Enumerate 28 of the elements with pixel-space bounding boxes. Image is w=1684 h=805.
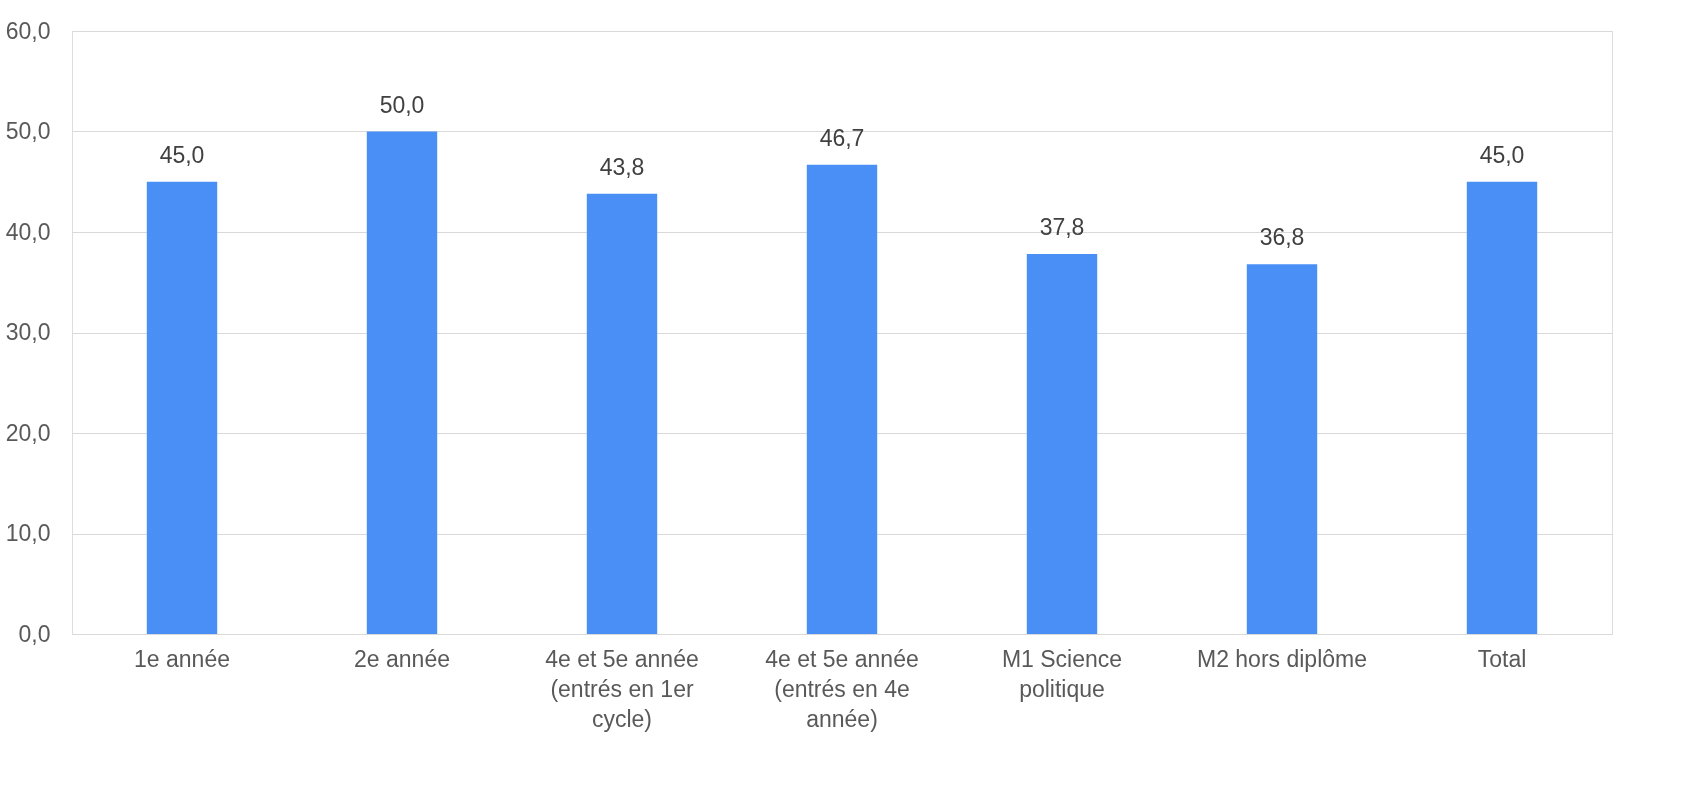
data-label: 50,0 — [379, 91, 425, 118]
y-tick-label: 40,0 — [5, 218, 51, 245]
bar — [586, 193, 658, 634]
data-label: 45,0 — [159, 141, 205, 168]
x-tick-label: Total — [1477, 645, 1527, 672]
bar — [366, 131, 438, 634]
y-tick-label: 10,0 — [5, 520, 51, 546]
x-tick-label: M2 hors diplôme — [1196, 645, 1368, 672]
data-label: 36,8 — [1259, 224, 1305, 251]
data-label: 45,0 — [1479, 141, 1525, 168]
y-tick-label: 20,0 — [5, 419, 51, 446]
y-tick-label: 30,0 — [5, 319, 51, 345]
x-tick-label: 4e et 5e année (entrés en 4e année) — [765, 645, 919, 732]
bar — [806, 164, 878, 634]
bar — [1026, 254, 1098, 634]
y-tick-label: 60,0 — [5, 17, 51, 44]
data-label: 43,8 — [599, 153, 645, 180]
bar — [1246, 264, 1318, 634]
x-tick-label: 2e année — [354, 645, 450, 672]
bar — [1466, 181, 1538, 634]
y-tick-label: 50,0 — [5, 118, 51, 144]
x-tick-label: M1 Science politique — [1001, 645, 1123, 702]
x-tick-label: 1e année — [134, 645, 230, 672]
data-label: 37,8 — [1039, 214, 1085, 241]
x-tick-label: 4e et 5e année (entrés en 1er cycle) — [545, 645, 699, 732]
y-tick-label: 0,0 — [18, 620, 51, 647]
bar — [146, 181, 218, 634]
data-label: 46,7 — [819, 124, 865, 151]
